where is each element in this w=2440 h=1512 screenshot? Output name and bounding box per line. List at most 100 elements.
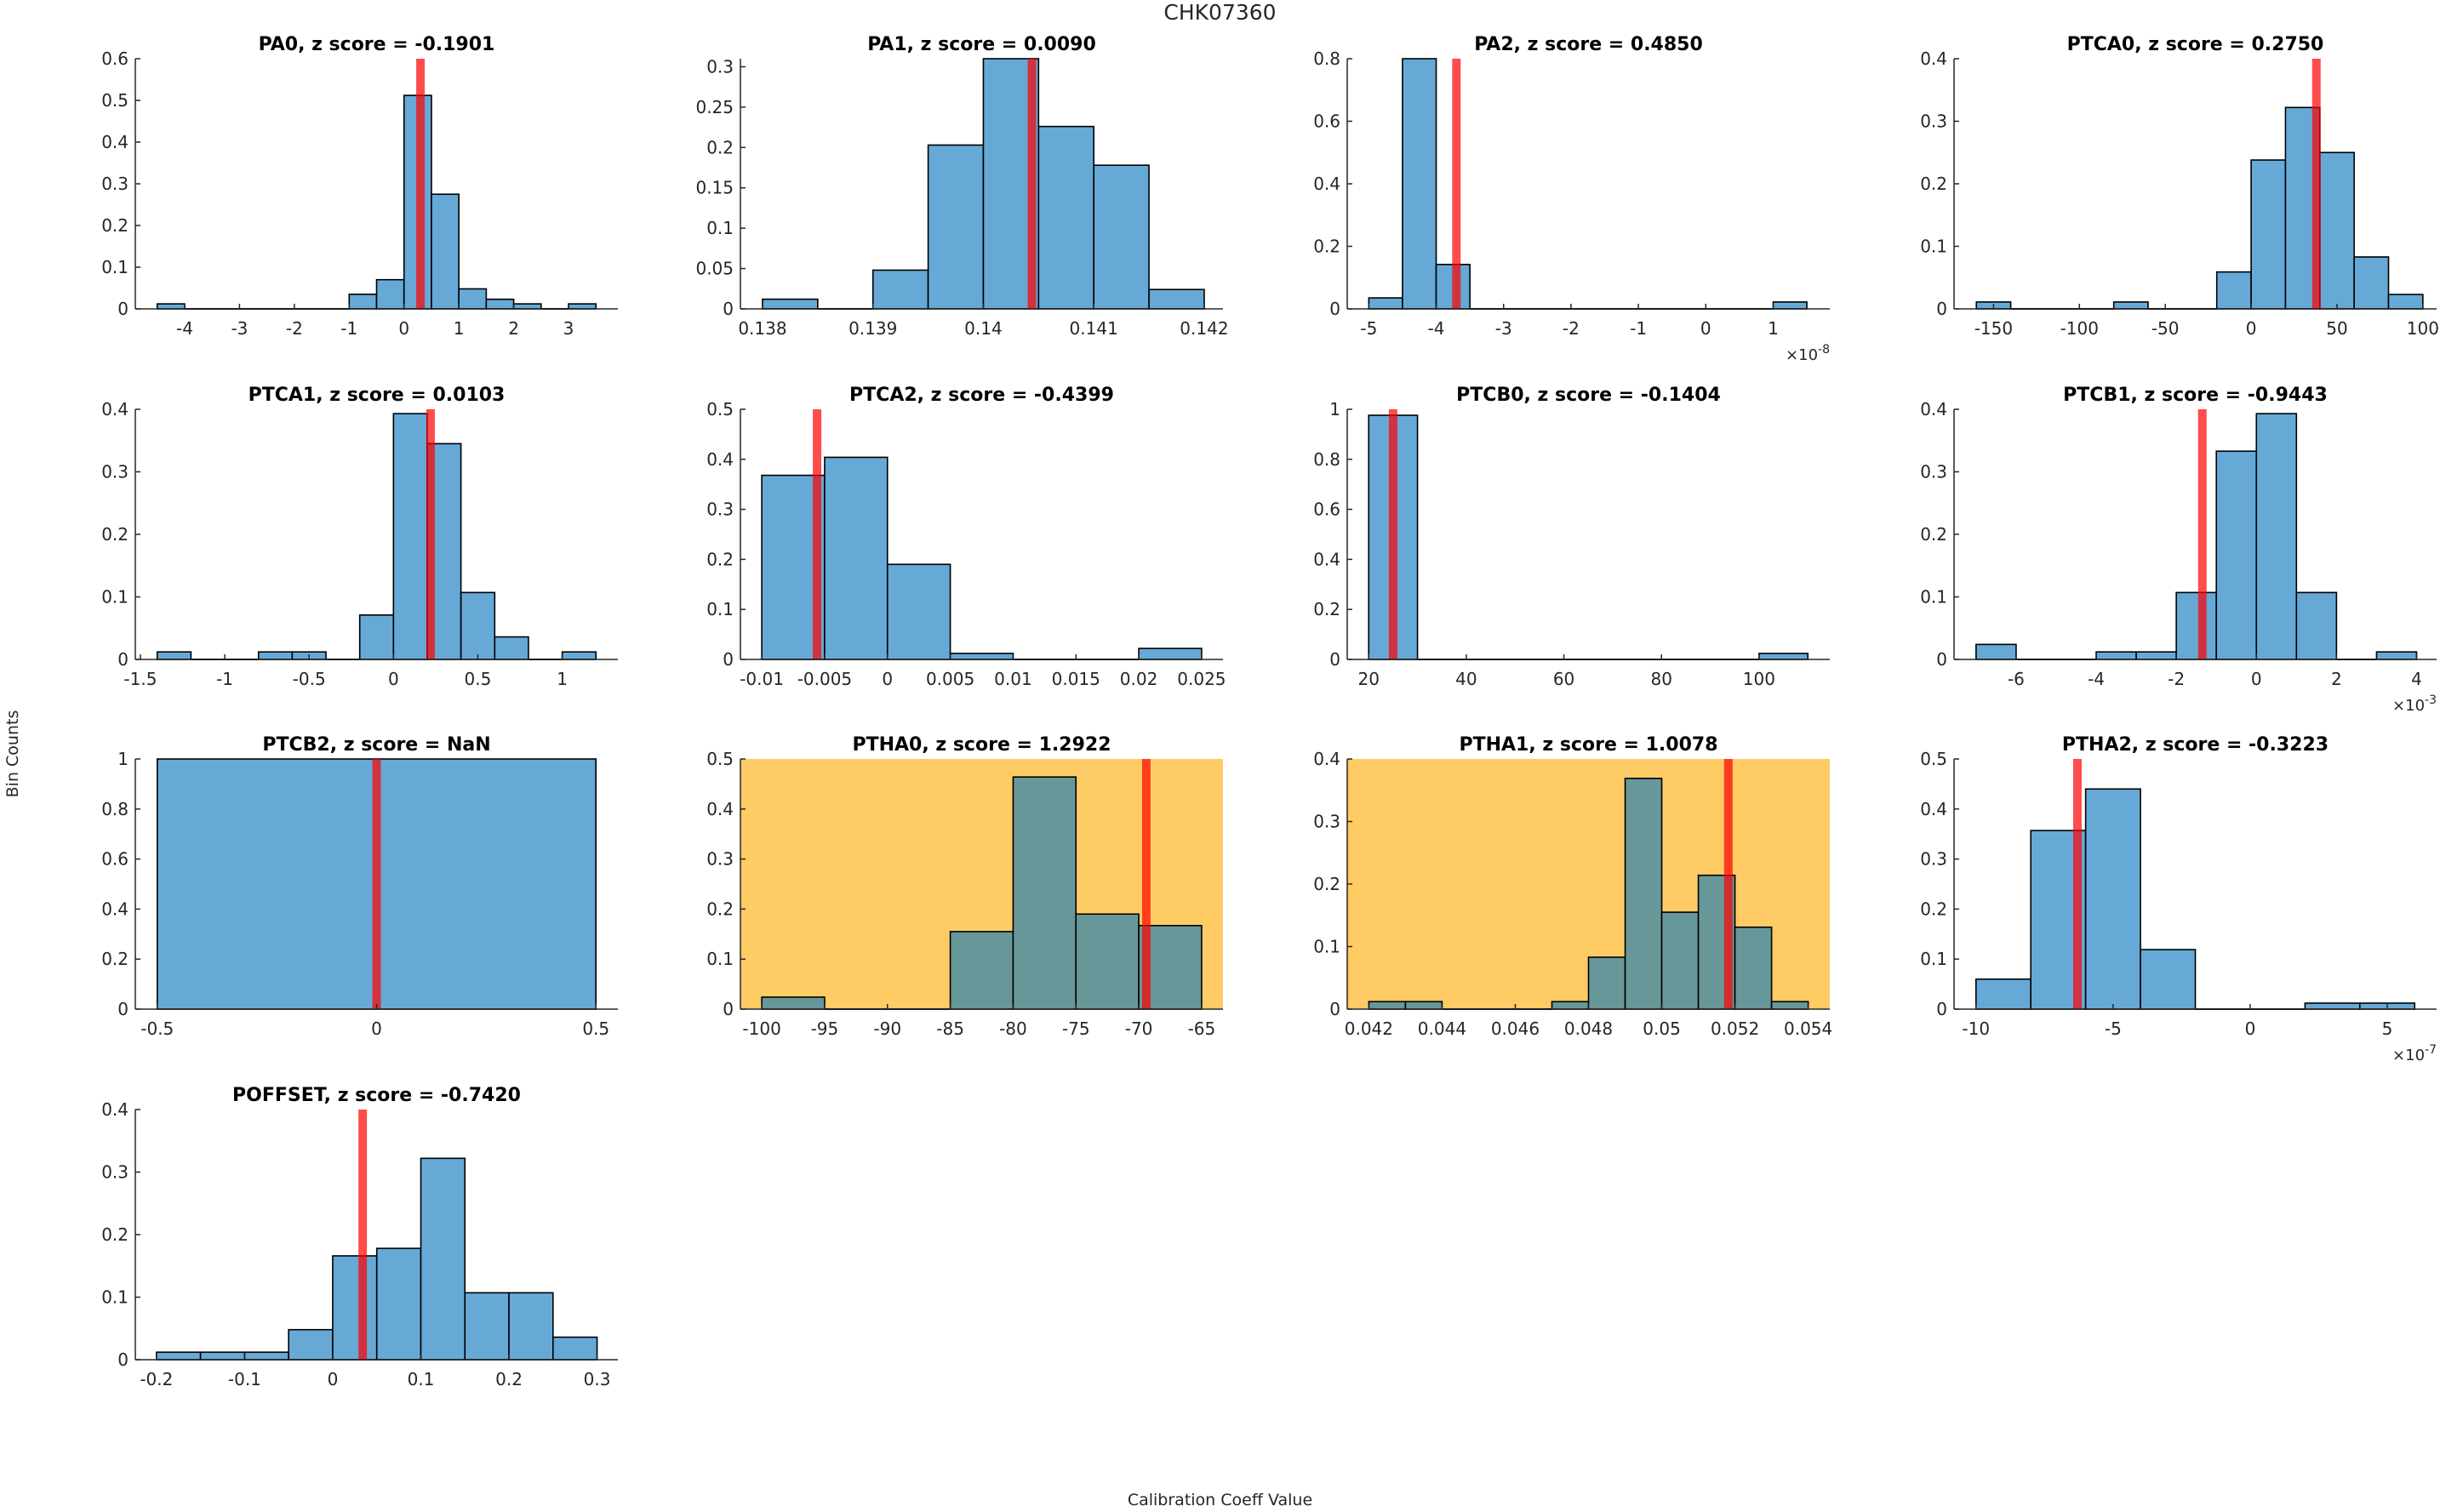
x-tick-label: 0.015	[1052, 669, 1100, 689]
x-tick-label: -1	[1630, 318, 1647, 339]
y-tick-label: 0.2	[101, 949, 129, 969]
y-tick-label: 0.4	[1313, 174, 1340, 194]
x-tick-label: -0.5	[140, 1018, 174, 1039]
x-axis-exponent: ×10-7	[2392, 1043, 2437, 1064]
x-tick-label: 0.14	[964, 318, 1003, 339]
y-tick-label: 0.5	[706, 399, 734, 419]
x-tick-label: -50	[2151, 318, 2180, 339]
x-tick-label: 100	[2407, 318, 2439, 339]
subplot-ptcb1: 0 0.1 0.2 0.3 0.4 -6 -4 -2 0 2 4 ×10-3 PTCB1, z scor…	[1920, 385, 2437, 715]
subplot-title: PTCB0, z score = -0.1404	[1456, 385, 1721, 406]
subplot-title: PTCA2, z score = -0.4399	[849, 385, 1114, 406]
x-tick-label: -2	[286, 318, 303, 339]
y-tick-label: 0.2	[1313, 599, 1340, 619]
subplot-pa0: 0 0.1 0.2 0.3 0.4 0.5 0.6 -4 -3 -2 -1 0 1 2 3 PA0, z sc…	[101, 34, 618, 339]
y-tick-label: 0.4	[706, 799, 734, 819]
y-tick-label: 0.2	[101, 524, 129, 545]
x-tick-label: 0.5	[465, 669, 492, 689]
y-tick-label: 0.1	[1920, 949, 1947, 969]
x-tick-label: 1	[557, 669, 568, 689]
y-tick-label: 0.3	[101, 1162, 129, 1183]
subplot-ptha1: 0 0.1 0.2 0.3 0.4 0.042 0.044 0.046 0.048 0.05 0.0…	[1313, 734, 1832, 1039]
histogram-bar	[568, 303, 597, 310]
histogram-bar	[464, 1292, 510, 1361]
y-tick-label: 0.2	[101, 1224, 129, 1245]
x-tick-label: 0.048	[1564, 1018, 1613, 1039]
x-tick-label: -75	[1062, 1018, 1090, 1039]
current-value-marker	[1723, 759, 1733, 1009]
x-tick-label: -0.5	[293, 669, 326, 689]
y-tick-label: 0.2	[1313, 874, 1340, 894]
x-tick-label: 0	[328, 1369, 339, 1389]
histogram-bar	[1093, 164, 1150, 310]
histogram-bar	[2135, 651, 2177, 660]
histogram-bar	[2095, 651, 2137, 660]
histogram-bar	[2304, 1002, 2361, 1010]
x-tick-label: 0	[2251, 669, 2262, 689]
y-tick-label: 0	[1936, 649, 1947, 670]
y-tick-label: 0.1	[101, 1287, 129, 1308]
subplot-pa1: 0 0.05 0.1 0.15 0.2 0.25 0.3 0.138 0.139 0.14 0.14…	[695, 34, 1228, 339]
x-tick-label: -95	[811, 1018, 839, 1039]
histogram-bar	[460, 591, 496, 660]
x-tick-label: 0.046	[1491, 1018, 1540, 1039]
histogram-bar	[2318, 151, 2355, 310]
y-tick-label: 0.4	[1920, 48, 1947, 69]
y-tick-label: 0.1	[1920, 237, 1947, 257]
x-tick-label: 0.05	[1643, 1018, 1681, 1039]
histogram-bar	[2112, 301, 2149, 310]
subplot-title: PA2, z score = 0.4850	[1474, 34, 1703, 55]
x-tick-label: -4	[176, 318, 193, 339]
x-tick-label: 100	[1743, 669, 1775, 689]
figure-title: CHK07360	[1163, 0, 1277, 25]
exponent-base: ×10	[2392, 697, 2425, 715]
histogram-bar	[392, 413, 428, 660]
histogram-bar	[485, 298, 515, 310]
histogram-bar	[288, 1328, 334, 1361]
y-tick-label: 0.5	[706, 749, 734, 769]
histogram-bar	[1368, 297, 1403, 310]
y-tick-label: 0.3	[706, 849, 734, 870]
x-tick-label: 0	[388, 669, 399, 689]
y-tick-label: 0.8	[1313, 449, 1340, 470]
x-tick-label: 50	[2326, 318, 2347, 339]
subplot-ptca0: 0 0.1 0.2 0.3 0.4 -150 -100 -50 0 50 100 PTCA0, z s…	[1920, 34, 2439, 339]
x-tick-label: 0	[1700, 318, 1711, 339]
histogram-bar	[358, 614, 395, 660]
x-tick-label: -100	[742, 1018, 780, 1039]
histogram-bar	[156, 651, 192, 660]
x-tick-label: 20	[1357, 669, 1379, 689]
x-tick-label: -4	[2088, 669, 2105, 689]
y-tick-label: 0.2	[1313, 237, 1340, 257]
histogram-bar	[2250, 159, 2287, 310]
histogram-bar	[1587, 956, 1626, 1010]
subplot-ptca1: 0 0.1 0.2 0.3 0.4 -1.5 -1 -0.5 0 0.5 1 PTCA1, z sco…	[101, 385, 618, 689]
subplot-ptcb2: 0 0.2 0.4 0.6 0.8 1 -0.5 0 0.5 PTCB2, z score = N…	[101, 734, 618, 1039]
y-tick-label: 0	[1936, 299, 1947, 319]
x-tick-label: 2	[508, 318, 519, 339]
x-tick-label: 0.2	[495, 1369, 523, 1389]
x-tick-label: 0.139	[849, 318, 897, 339]
x-tick-label: -2	[2168, 669, 2185, 689]
subplot-title: PTCA1, z score = 0.0103	[249, 385, 506, 406]
histogram-bar	[1734, 926, 1773, 1010]
x-axis-exponent: ×10-8	[1786, 343, 1830, 364]
x-tick-label: 0.3	[584, 1369, 611, 1389]
x-tick-label: -90	[873, 1018, 901, 1039]
exponent-base: ×10	[1786, 346, 1818, 364]
y-tick-label: 0	[1329, 999, 1340, 1019]
y-tick-label: 0.2	[1920, 899, 1947, 919]
histogram-bar	[1772, 301, 1808, 310]
current-value-marker	[2072, 759, 2082, 1009]
x-tick-label: 80	[1650, 669, 1671, 689]
exponent-base: ×10	[2392, 1047, 2425, 1064]
x-tick-label: -70	[1125, 1018, 1153, 1039]
current-value-marker	[372, 759, 381, 1009]
histogram-bar	[949, 931, 1014, 1010]
histogram-bar	[156, 1351, 202, 1361]
y-tick-label: 0.3	[1920, 462, 1947, 482]
histogram-bar	[375, 1247, 422, 1361]
y-tick-label: 0	[723, 999, 734, 1019]
histogram-bar	[1368, 1001, 1407, 1010]
subplot-pa2: 0 0.2 0.4 0.6 0.8 -5 -4 -3 -2 -1 0 1 ×10-8 PA2, z sco…	[1313, 34, 1830, 364]
